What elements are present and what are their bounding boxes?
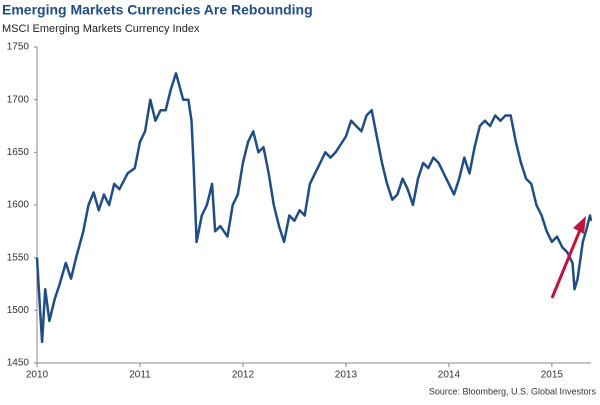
x-tick-label: 2011 xyxy=(129,370,151,381)
chart-subtitle: MSCI Emerging Markets Currency Index xyxy=(2,23,200,35)
chart-title: Emerging Markets Currencies Are Reboundi… xyxy=(2,2,313,18)
y-tick-label: 1750 xyxy=(7,42,30,53)
y-tick-label: 1450 xyxy=(7,358,30,369)
x-tick-label: 2015 xyxy=(541,370,564,381)
x-tick-label: 2010 xyxy=(26,370,49,381)
y-tick-label: 1550 xyxy=(7,252,30,263)
y-tick-label: 1600 xyxy=(7,200,30,211)
arrow-head xyxy=(573,216,586,234)
arrow-shaft xyxy=(550,229,582,299)
data-line xyxy=(35,72,593,344)
x-tick-label: 2012 xyxy=(232,370,255,381)
x-tick-label: 2013 xyxy=(335,370,358,381)
source-note: Source: Bloomberg, U.S. Global Investors xyxy=(429,386,597,396)
x-tick-label: 2014 xyxy=(438,370,461,381)
y-tick-label: 1650 xyxy=(7,147,30,158)
y-tick-label: 1700 xyxy=(7,94,30,105)
y-tick-label: 1500 xyxy=(7,305,30,316)
